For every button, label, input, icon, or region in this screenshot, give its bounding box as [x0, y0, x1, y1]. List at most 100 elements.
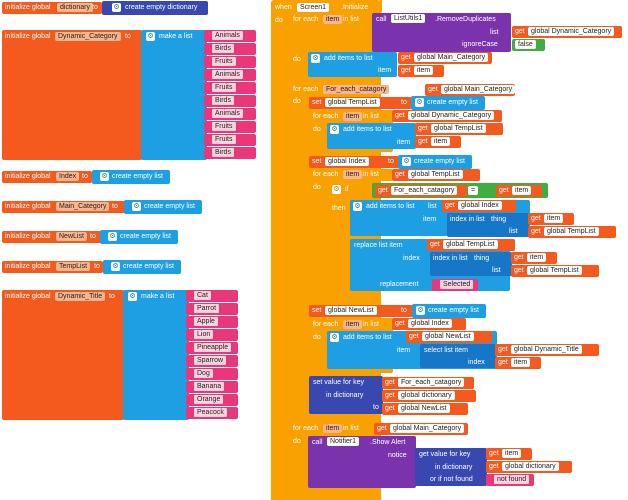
init-templist-block[interactable]: initialize global TempList to: [2, 261, 103, 273]
var-dropdown[interactable]: global TempList: [431, 124, 486, 133]
var-dropdown[interactable]: item: [414, 66, 434, 75]
string-value[interactable]: Apple: [194, 317, 218, 326]
gear-icon[interactable]: ⚙: [353, 202, 362, 211]
create-empty-list-block[interactable]: ⚙ create empty list: [411, 96, 485, 110]
compare-operator-dropdown[interactable]: =: [468, 186, 479, 195]
get-templist[interactable]: get global TempList: [415, 123, 503, 135]
var-dropdown[interactable]: global TempList: [325, 98, 380, 107]
component-dropdown-screen1[interactable]: Screen1: [297, 3, 330, 12]
string-not-found[interactable]: not found: [486, 474, 534, 486]
string-value[interactable]: Parrot: [194, 304, 220, 313]
var-dropdown[interactable]: global TempList: [408, 170, 463, 179]
dynamic-category-string-item[interactable]: Fruits: [204, 121, 256, 133]
for-each-loop-3-header[interactable]: for each item in list: [289, 423, 375, 435]
string-value[interactable]: Fruits: [212, 83, 236, 92]
set-index-block[interactable]: set global Index to: [309, 156, 399, 168]
get-dictionary[interactable]: get global dictionary: [486, 461, 572, 473]
gear-icon[interactable]: ⚙: [132, 202, 141, 211]
create-empty-list-block[interactable]: ⚙ create empty list: [100, 230, 178, 244]
init-newlist-block[interactable]: initialize global NewList to: [2, 231, 103, 243]
var-name-dictionary[interactable]: dictionary: [57, 3, 93, 12]
make-a-list-block[interactable]: ⚙ make a list: [123, 290, 189, 420]
get-dynamic-title[interactable]: get global Dynamic_Title: [495, 344, 599, 356]
get-templist[interactable]: get global TempList: [511, 265, 599, 277]
init-dynamic-title-block[interactable]: initialize global Dynamic_Title to: [2, 290, 124, 420]
get-item[interactable]: get item: [495, 357, 541, 369]
gear-icon[interactable]: ⚙: [415, 98, 424, 107]
var-dropdown[interactable]: item: [511, 358, 531, 367]
var-name-dynamic-title[interactable]: Dynamic_Title: [55, 292, 106, 301]
inner-for-each-2-header[interactable]: for each item in list: [309, 169, 393, 181]
get-index[interactable]: get global Index: [442, 200, 516, 212]
gear-icon[interactable]: ⚙: [128, 292, 137, 301]
init-dictionary-block[interactable]: initialize global dictionary to: [2, 2, 102, 14]
get-item[interactable]: get item: [398, 65, 444, 77]
get-dictionary[interactable]: get global dictionary: [382, 390, 476, 402]
add-items-to-list-block[interactable]: ⚙ add items to list item: [308, 52, 397, 77]
gear-icon[interactable]: ⚙: [100, 172, 109, 181]
component-dropdown-listutils1[interactable]: ListUtils1: [391, 14, 426, 23]
component-dropdown-notifier1[interactable]: Notifier1: [327, 437, 360, 446]
var-dropdown[interactable]: item: [544, 214, 564, 223]
dynamic-category-string-item[interactable]: Birds: [204, 95, 256, 107]
var-dropdown[interactable]: For_each_catagory: [398, 378, 465, 387]
call-listutils-removeduplicates[interactable]: call ListUtils1 .RemoveDuplicates list i…: [372, 13, 511, 52]
var-dropdown[interactable]: item: [527, 253, 547, 262]
var-dropdown[interactable]: global Index: [408, 319, 452, 328]
get-dynamic-category[interactable]: get global Dynamic_Category: [512, 26, 622, 38]
dynamic-category-string-item[interactable]: Birds: [204, 43, 256, 55]
create-empty-list-block[interactable]: ⚙ create empty list: [92, 170, 170, 184]
string-value[interactable]: Peacock: [194, 408, 227, 417]
string-value[interactable]: Animals: [212, 70, 243, 79]
get-templist[interactable]: get global TempList: [528, 226, 616, 238]
var-dropdown[interactable]: global Main_Category: [414, 53, 489, 62]
get-index[interactable]: get global Index: [392, 318, 466, 330]
dynamic-title-string-item[interactable]: Sparrow: [186, 355, 238, 367]
gear-icon[interactable]: ⚙: [112, 3, 121, 12]
get-item[interactable]: get item: [496, 185, 542, 197]
get-item[interactable]: get item: [486, 448, 532, 460]
loop-var-item[interactable]: item: [343, 170, 363, 179]
get-for-each-catagory[interactable]: get For_each_catagory: [382, 377, 474, 389]
var-dropdown[interactable]: global dictionary: [502, 462, 559, 471]
string-value[interactable]: Lion: [194, 330, 214, 339]
dynamic-category-string-item[interactable]: Animals: [204, 69, 256, 81]
var-dropdown[interactable]: global Index: [325, 157, 369, 166]
var-dropdown[interactable]: global Dynamic_Category: [408, 111, 495, 120]
inner-for-each-2[interactable]: do: [309, 169, 329, 301]
string-value[interactable]: not found: [494, 475, 530, 484]
boolean-false-block[interactable]: false: [512, 39, 545, 51]
string-value[interactable]: Fruits: [212, 135, 236, 144]
dynamic-title-string-item[interactable]: Cat: [186, 290, 238, 302]
dynamic-category-string-item[interactable]: Fruits: [204, 56, 256, 68]
create-empty-list-block[interactable]: ⚙ create empty list: [412, 304, 486, 318]
gear-icon[interactable]: ⚙: [330, 125, 339, 134]
dynamic-category-string-item[interactable]: Animals: [204, 30, 256, 42]
get-item[interactable]: get item: [415, 136, 461, 148]
dynamic-title-string-item[interactable]: Orange: [186, 394, 238, 406]
get-main-category[interactable]: get global Main_Category: [374, 423, 468, 435]
var-dropdown[interactable]: global TempList: [443, 240, 498, 249]
dynamic-title-string-item[interactable]: Apple: [186, 316, 238, 328]
loop-var-item[interactable]: item: [343, 320, 363, 329]
var-dropdown[interactable]: global Dynamic_Title: [511, 345, 582, 354]
var-dropdown[interactable]: global Dynamic_Category: [528, 27, 615, 36]
get-item[interactable]: get item: [511, 252, 557, 264]
gear-icon[interactable]: ⚙: [416, 306, 425, 315]
set-value-for-key-block[interactable]: set value for key in dictionary to: [309, 376, 383, 414]
dynamic-title-string-item[interactable]: Pineapple: [186, 342, 238, 354]
string-value[interactable]: Pineapple: [194, 343, 232, 352]
var-dropdown[interactable]: global NewList: [422, 332, 474, 341]
var-dropdown[interactable]: global dictionary: [398, 391, 455, 400]
string-value[interactable]: Cat: [194, 291, 211, 300]
gear-icon[interactable]: ⚙: [146, 32, 155, 41]
loop-var-item[interactable]: item: [343, 112, 363, 121]
get-newlist[interactable]: get global NewList: [382, 403, 468, 415]
set-templist-block[interactable]: set global TempList to: [309, 97, 412, 109]
for-each-loop-3[interactable]: do: [289, 423, 309, 491]
init-dynamic-category-block[interactable]: initialize global Dynamic_Category to: [2, 30, 142, 160]
loop-var-for-each-catagory[interactable]: For_each_catagory: [323, 85, 390, 94]
string-value[interactable]: Banana: [194, 382, 225, 391]
dynamic-title-string-item[interactable]: Lion: [186, 329, 238, 341]
dynamic-title-string-item[interactable]: Peacock: [186, 407, 238, 419]
